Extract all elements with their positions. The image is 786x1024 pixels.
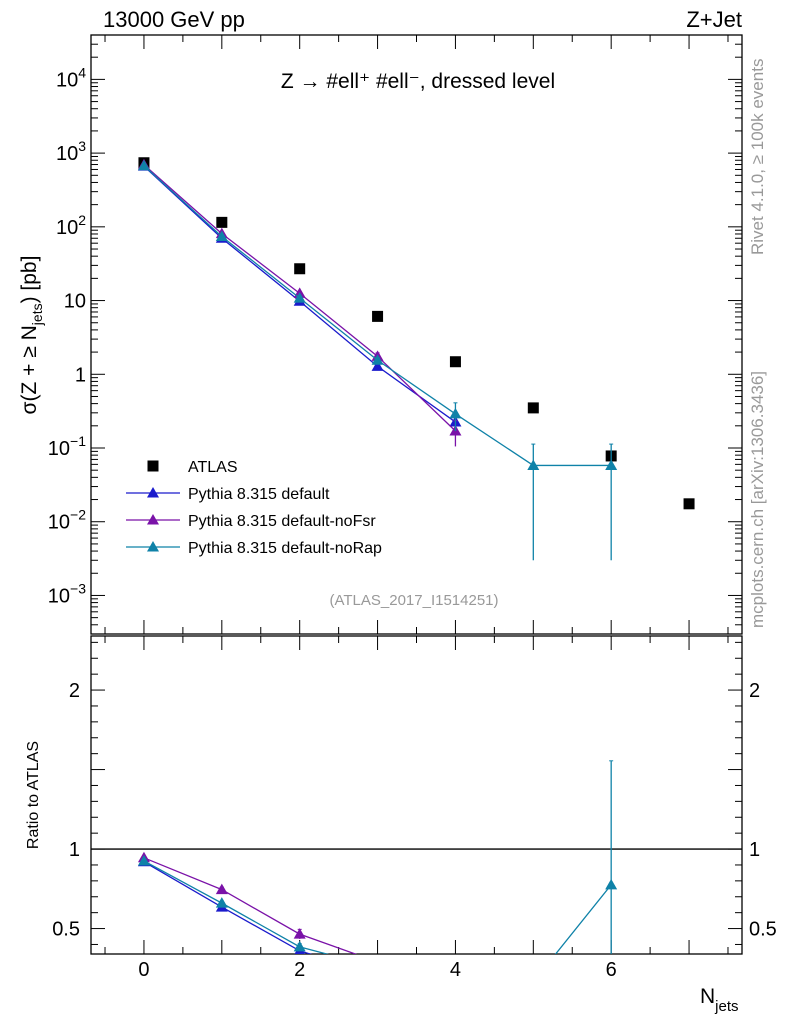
main-y-tick-base: 10 bbox=[56, 217, 78, 239]
legend-entry: Pythia 8.315 default-noRap bbox=[188, 540, 382, 557]
ratio-y-tick-label-left: 2 bbox=[69, 680, 80, 702]
x-tick-labels: 0 2 4 6 bbox=[138, 959, 616, 981]
channel-label: Z+Jet bbox=[686, 7, 742, 32]
main-y-tick-label: 10−1 bbox=[48, 433, 86, 460]
main-y-tick-exponent: 4 bbox=[78, 64, 86, 80]
noRap-ratio-line bbox=[143, 860, 612, 954]
noFsr-ratio-point bbox=[449, 984, 461, 995]
atlas-data-point bbox=[449, 356, 461, 368]
process-label: Z → #ell⁺ #ell⁻, dressed level bbox=[281, 70, 555, 93]
main-y-tick-label: 104 bbox=[56, 64, 86, 91]
main-y-tick-base: 10 bbox=[48, 438, 70, 460]
atlas-data-point bbox=[294, 263, 306, 275]
noRap-point bbox=[449, 407, 462, 419]
noRap-ratio-point bbox=[293, 940, 306, 952]
energy-label: 13000 GeV pp bbox=[103, 7, 245, 32]
noFsr-ratio-point bbox=[372, 956, 384, 967]
ratio-y-tick-label-left: 1 bbox=[69, 839, 80, 861]
noRap-ratio-point bbox=[605, 878, 618, 890]
x-axis-label: Njets bbox=[700, 985, 739, 1015]
main-y-axis-label: σ(Z + ≥ Njets) [pb] bbox=[18, 256, 45, 415]
ratio-y-tick-label-right: 0.5 bbox=[749, 919, 777, 941]
main-y-tick-base: 10 bbox=[48, 585, 70, 607]
ratio-y-axis-label: Ratio to ATLAS bbox=[25, 741, 42, 849]
ratio-y-tick-label-left: 0.5 bbox=[52, 919, 80, 941]
main-axis-ticks bbox=[91, 34, 742, 635]
mcplots-info: mcplots.cern.ch [arXiv:1306.3436] bbox=[748, 371, 767, 628]
main-y-tick-label: 10 bbox=[64, 291, 86, 313]
noRap-point bbox=[137, 159, 150, 171]
ratio-y-tick-labels: 0.5 0.5 1 1 2 2 bbox=[52, 680, 777, 941]
legend-marker bbox=[147, 514, 159, 525]
main-y-tick-label: 1 bbox=[75, 364, 86, 386]
atlas-data-point bbox=[216, 216, 228, 228]
atlas-data-point bbox=[683, 498, 695, 510]
noRap-ratio-point bbox=[527, 976, 539, 987]
legend-entry: Pythia 8.315 default-noFsr bbox=[188, 513, 376, 530]
rivet-info: Rivet 4.1.0, ≥ 100k events bbox=[748, 59, 767, 255]
legend-atlas-marker bbox=[147, 460, 159, 472]
main-y-tick-label: 10−2 bbox=[48, 507, 86, 534]
ratio-series bbox=[91, 760, 742, 995]
ratio-axis-ticks bbox=[91, 636, 742, 954]
ratio-y-tick-label-right: 2 bbox=[749, 680, 760, 702]
x-tick-label: 4 bbox=[450, 959, 461, 981]
noRap-ratio-point bbox=[137, 854, 150, 866]
analysis-label: (ATLAS_2017_I1514251) bbox=[329, 592, 498, 609]
ratio-panel: 0.5 0.5 1 1 2 2 bbox=[52, 635, 777, 995]
noFsr-ratio-point bbox=[215, 883, 228, 895]
legend-entry: Pythia 8.315 default bbox=[188, 486, 330, 503]
legend: ATLAS Pythia 8.315 default Pythia 8.315 de… bbox=[126, 459, 382, 557]
noRap-ratio-point bbox=[215, 897, 228, 908]
main-y-tick-exponent: −2 bbox=[70, 507, 86, 523]
main-y-tick-exponent: −1 bbox=[70, 433, 86, 449]
main-y-tick-base: 10 bbox=[48, 512, 70, 534]
main-y-tick-label: 10−3 bbox=[48, 580, 86, 607]
ratio-y-tick-label-right: 1 bbox=[749, 839, 760, 861]
noRap-point bbox=[605, 459, 618, 470]
atlas-data-point bbox=[527, 402, 539, 414]
default-ratio-point bbox=[372, 969, 384, 980]
main-y-tick-base: 1 bbox=[75, 364, 86, 386]
main-y-tick-exponent: −3 bbox=[70, 580, 86, 596]
x-tick-label: 6 bbox=[606, 959, 617, 981]
noRap-point bbox=[215, 230, 228, 241]
main-series bbox=[137, 157, 695, 561]
main-y-tick-base: 10 bbox=[56, 143, 78, 165]
main-y-tick-base: 10 bbox=[56, 69, 78, 91]
main-y-tick-base: 10 bbox=[64, 291, 86, 313]
noRap-ratio-point bbox=[372, 962, 384, 973]
legend-entry: ATLAS bbox=[188, 459, 238, 476]
main-y-tick-exponent: 3 bbox=[78, 138, 86, 154]
atlas-data-point bbox=[372, 310, 384, 322]
legend-marker bbox=[147, 487, 159, 498]
noRap-point bbox=[527, 459, 540, 470]
main-y-tick-exponent: 2 bbox=[78, 212, 86, 228]
main-y-tick-label: 102 bbox=[56, 212, 86, 239]
noRap-point bbox=[371, 354, 384, 365]
ratio-frame bbox=[90, 635, 743, 955]
noRap-point bbox=[293, 292, 306, 303]
legend-marker bbox=[147, 541, 159, 552]
x-tick-label: 2 bbox=[294, 959, 305, 981]
main-y-tick-label: 103 bbox=[56, 138, 86, 165]
default-point bbox=[371, 360, 384, 371]
noFsr-ratio-point bbox=[293, 928, 306, 939]
x-tick-label: 0 bbox=[138, 959, 149, 981]
